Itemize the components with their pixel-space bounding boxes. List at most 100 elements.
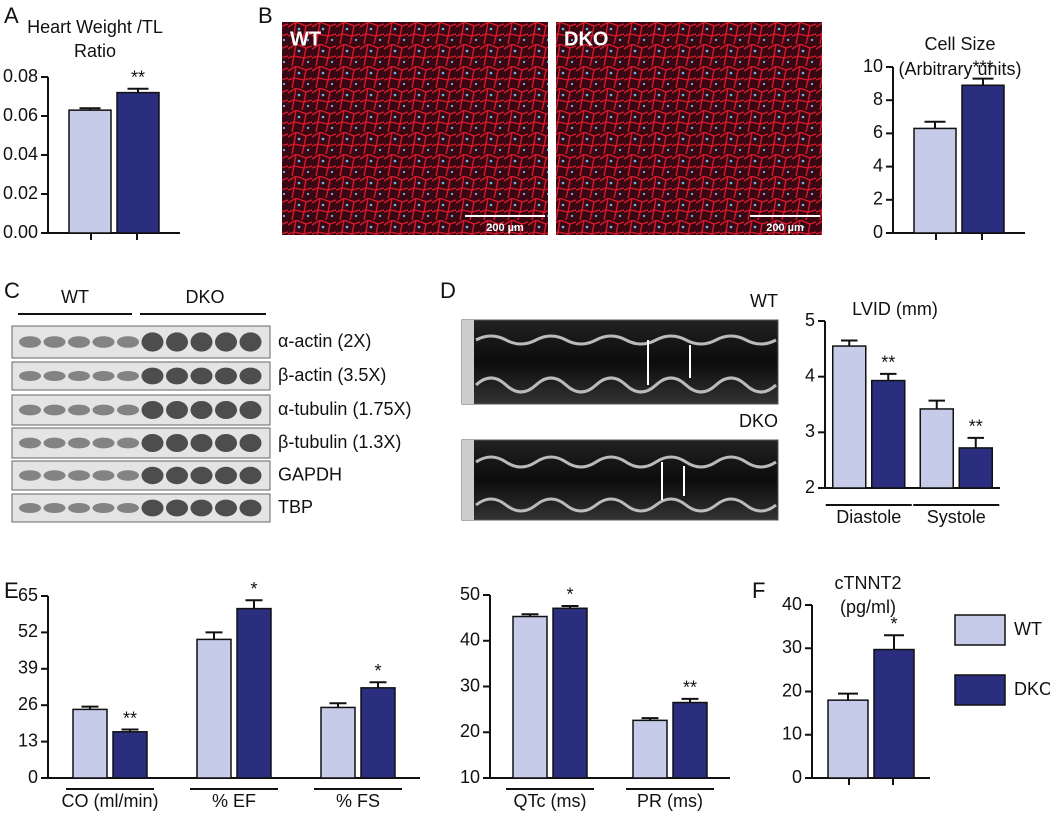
legend-swatch: [954, 674, 1006, 706]
bar: [72, 708, 108, 779]
panel-letter: B: [258, 3, 273, 28]
blot-band: [215, 434, 237, 452]
blot-band: [19, 404, 41, 416]
blot-band: [239, 401, 262, 419]
blot-label: α-tubulin (1.75X): [278, 399, 411, 419]
blot-band: [117, 370, 139, 382]
blot-band: [117, 404, 139, 416]
chart-title: Cell Size: [924, 34, 995, 54]
bar: [961, 84, 1005, 234]
y-tick-label: 40: [460, 630, 480, 650]
y-tick-label: 30: [782, 637, 802, 657]
blot-band: [117, 502, 139, 514]
panel-letter: A: [4, 3, 19, 28]
blot-label: α-actin (2X): [278, 331, 371, 351]
blot-band: [92, 470, 115, 481]
echo-scale: [462, 440, 474, 520]
chart-title: Heart Weight /TL: [27, 17, 163, 37]
blot-band: [43, 470, 66, 481]
significance: **: [131, 67, 145, 87]
chart-title: LVID (mm): [852, 299, 938, 319]
chart-title: cTNNT2: [835, 573, 902, 593]
y-tick-label: 52: [18, 621, 38, 641]
echo-label: DKO: [739, 411, 778, 431]
blot-band: [68, 470, 90, 481]
blot-band: [141, 367, 164, 385]
blot-band: [215, 499, 237, 517]
blot-band: [92, 437, 115, 449]
significance: ***: [972, 57, 993, 77]
x-tick-label: % EF: [212, 791, 256, 811]
blot-band: [190, 401, 213, 419]
y-tick-label: 0.00: [3, 222, 38, 242]
significance: *: [374, 661, 381, 681]
blot-band: [92, 336, 115, 348]
y-tick-label: 30: [460, 675, 480, 695]
echo-trace: [475, 455, 777, 513]
chart-title: (pg/ml): [840, 597, 896, 617]
y-tick-label: 10: [863, 56, 883, 76]
blot-band: [43, 437, 66, 449]
y-tick-label: 26: [18, 694, 38, 714]
chart-title: Ratio: [74, 41, 116, 61]
blot-band: [166, 367, 188, 385]
blot-band: [43, 404, 66, 416]
scale-label: 200 µm: [486, 222, 524, 234]
y-tick-label: 10: [460, 767, 480, 787]
blot-band: [141, 332, 164, 352]
blot-band: [43, 502, 66, 514]
blot-band: [141, 499, 164, 517]
y-tick-label: 50: [460, 584, 480, 604]
bar: [632, 719, 668, 779]
significance: **: [683, 678, 697, 698]
blot-band: [68, 502, 90, 514]
y-tick-label: 0: [28, 767, 38, 787]
echo-scale: [462, 320, 474, 404]
blot-band: [215, 401, 237, 419]
bar: [827, 699, 869, 779]
micrograph-label: DKO: [564, 28, 608, 50]
blot-label: TBP: [278, 497, 313, 517]
blot-band: [92, 404, 115, 416]
significance: **: [881, 353, 895, 373]
blot-band: [92, 502, 115, 514]
blot-band: [92, 370, 115, 382]
panel-letter: F: [752, 578, 765, 603]
blot-band: [239, 367, 262, 385]
bar: [832, 345, 867, 489]
echo-image: [461, 319, 779, 405]
blot-band: [239, 466, 262, 485]
blot-band: [166, 499, 188, 517]
significance: *: [250, 579, 257, 599]
chart-title: (Arbitrary units): [898, 59, 1021, 79]
y-tick-label: 65: [18, 585, 38, 605]
y-tick-label: 4: [873, 155, 883, 175]
blot-band: [215, 367, 237, 385]
blot-band: [166, 401, 188, 419]
legend-swatch: [954, 614, 1006, 646]
echo-trace: [474, 334, 778, 394]
bar: [873, 648, 915, 779]
y-tick-label: 13: [18, 730, 38, 750]
blot-band: [141, 401, 164, 419]
x-tick-label: QTc (ms): [514, 791, 587, 811]
y-tick-label: 20: [782, 680, 802, 700]
panel-letter: C: [4, 278, 20, 303]
y-tick-label: 6: [873, 122, 883, 142]
blot-band: [166, 332, 188, 352]
x-tick-label: % FS: [336, 791, 380, 811]
blot-band: [239, 499, 262, 517]
blot-band: [43, 370, 66, 382]
echo-image: [461, 439, 779, 521]
scale-label: 200 µm: [766, 222, 804, 234]
significance: *: [890, 614, 897, 634]
blot-band: [141, 434, 164, 452]
y-tick-label: 3: [805, 421, 815, 441]
blot-band: [190, 466, 213, 485]
y-tick-label: 0.02: [3, 183, 38, 203]
echo-arrow: [647, 340, 691, 500]
blot-band: [190, 332, 213, 352]
blot-band: [68, 336, 90, 348]
blot-band: [68, 404, 90, 416]
